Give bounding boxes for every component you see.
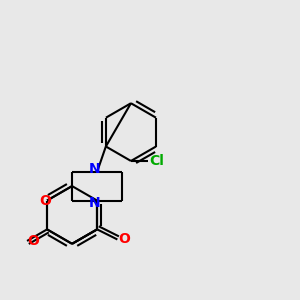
Text: N: N bbox=[88, 162, 100, 176]
Text: O: O bbox=[27, 234, 39, 248]
Text: O: O bbox=[119, 232, 130, 247]
Text: Cl: Cl bbox=[149, 154, 164, 168]
Text: N: N bbox=[88, 196, 100, 210]
Text: O: O bbox=[40, 194, 52, 208]
